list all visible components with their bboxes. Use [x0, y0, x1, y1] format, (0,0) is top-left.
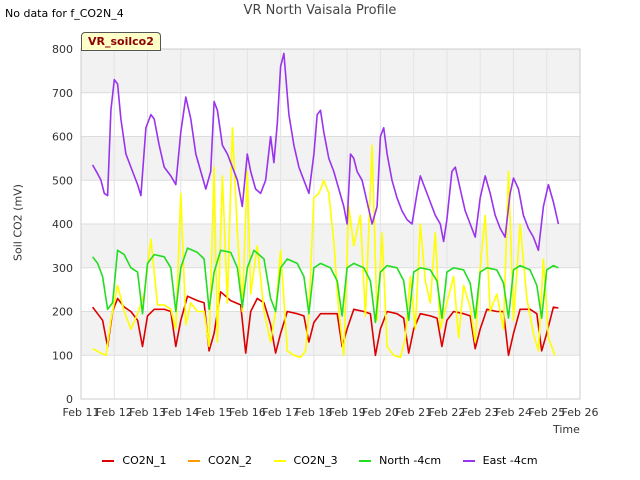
grid-band: [81, 224, 580, 268]
grid-band: [81, 136, 580, 181]
legend: CO2N_1 CO2N_2 CO2N_3 North -4cm East -4c…: [0, 454, 640, 467]
y-tick-label: 200: [52, 306, 73, 319]
site-badge: VR_soilco2: [81, 32, 161, 51]
legend-swatch: [187, 460, 200, 462]
x-tick-label: Feb 15: [196, 406, 233, 419]
legend-label: North -4cm: [379, 454, 442, 467]
x-tick-label: Feb 14: [162, 406, 199, 419]
x-tick-label: Feb 18: [295, 406, 332, 419]
series-line-north-4cm: [91, 247, 559, 324]
legend-swatch: [102, 460, 115, 462]
y-tick-label: 800: [52, 43, 73, 56]
series-line-co2n-3: [92, 127, 556, 359]
chart-title: VR North Vaisala Profile: [243, 3, 397, 18]
legend-item-east-4cm[interactable]: East -4cm: [462, 454, 538, 467]
chart-series: [91, 52, 560, 359]
x-tick-label: Feb 20: [362, 406, 399, 419]
x-tick-label: Feb 13: [129, 406, 166, 419]
y-tick-label: 0: [66, 393, 73, 406]
y-tick-label: 100: [52, 349, 73, 362]
grid-band: [81, 311, 580, 356]
legend-item-co2n-3[interactable]: CO2N_3: [273, 454, 338, 467]
y-tick-label: 500: [52, 174, 73, 187]
y-axis-ticks: 0 100 200 300 400 500 600 700 800: [52, 43, 73, 406]
x-tick-label: Feb 19: [329, 406, 366, 419]
x-tick-label: Feb 21: [395, 406, 432, 419]
legend-swatch: [359, 460, 372, 462]
x-tick-label: Feb 22: [428, 406, 465, 419]
legend-item-co2n-1[interactable]: CO2N_1: [102, 454, 166, 467]
no-data-note: No data for f_CO2N_4: [5, 7, 124, 20]
x-tick-label: Feb 26: [562, 406, 599, 419]
grid-band: [81, 49, 580, 93]
legend-label: CO2N_2: [207, 454, 253, 467]
x-tick-label: Feb 25: [528, 406, 565, 419]
x-tick-label: Feb 12: [96, 406, 133, 419]
legend-item-north-4cm[interactable]: North -4cm: [359, 454, 441, 467]
series-line-east-4cm: [91, 52, 560, 252]
y-tick-label: 400: [52, 218, 73, 231]
plot-border: [80, 48, 581, 400]
y-axis-label: Soil CO2 (mV): [11, 184, 25, 261]
y-tick-label: 300: [52, 262, 73, 275]
x-tick-label: Feb 23: [462, 406, 499, 419]
x-tick-label: Feb 16: [229, 406, 266, 419]
legend-item-co2n-2[interactable]: CO2N_2: [187, 454, 253, 467]
x-tick-label: Feb 17: [262, 406, 299, 419]
legend-label: East -4cm: [482, 454, 538, 467]
legend-swatch: [273, 460, 286, 462]
legend-label: CO2N_1: [122, 454, 167, 467]
y-tick-label: 700: [52, 87, 73, 100]
x-tick-label: Feb 24: [495, 406, 532, 419]
legend-label: CO2N_3: [293, 454, 338, 467]
series-line-co2n-1: [91, 291, 559, 357]
x-tick-label: Feb 11: [63, 406, 100, 419]
chart-bands: [81, 49, 580, 356]
x-axis-label: Time: [553, 423, 580, 436]
chart-frame: [80, 48, 581, 400]
legend-swatch: [462, 460, 475, 462]
y-tick-label: 600: [52, 131, 73, 144]
